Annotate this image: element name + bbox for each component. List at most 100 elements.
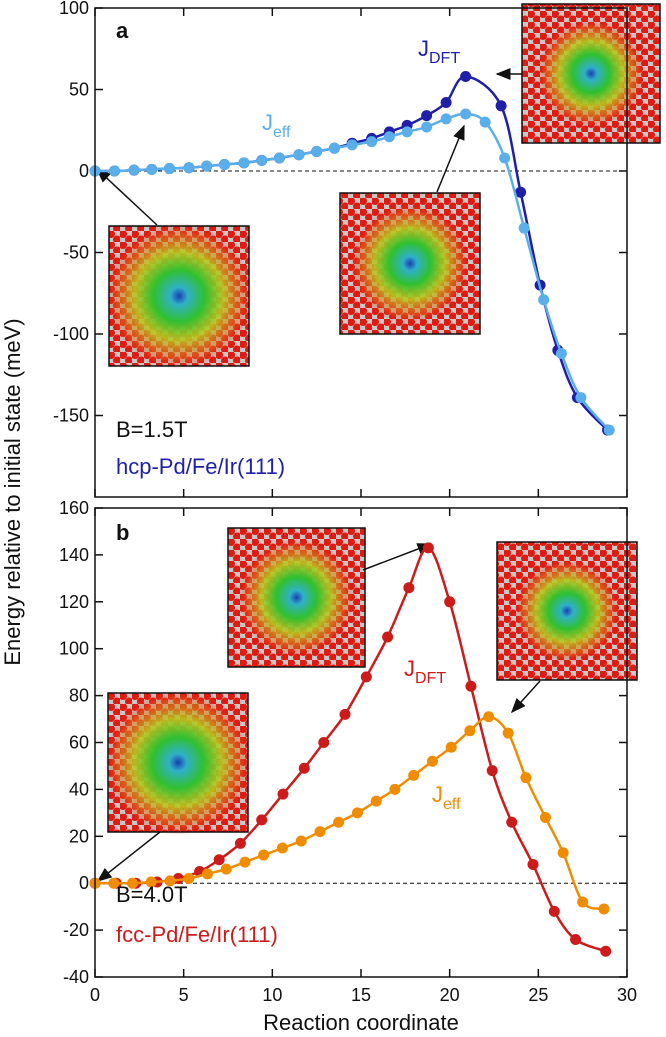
series-name: J	[432, 782, 443, 807]
data-point	[421, 121, 433, 133]
data-point	[555, 348, 567, 360]
data-point	[557, 847, 569, 859]
data-point	[570, 933, 582, 945]
data-point	[339, 708, 351, 720]
skyrmion-inset	[104, 689, 252, 836]
annotation: fcc-Pd/Fe/Ir(111)	[116, 922, 278, 947]
inset-skyrmion	[104, 689, 252, 836]
inset-skyrmion	[514, 559, 620, 663]
data-point	[401, 126, 413, 138]
series-line	[94, 112, 611, 432]
data-point	[421, 110, 433, 122]
data-point	[298, 762, 310, 774]
data-point	[548, 905, 560, 917]
data-point	[577, 896, 589, 908]
inset-skyrmion	[350, 203, 470, 324]
data-point	[465, 680, 477, 692]
data-point	[311, 145, 323, 157]
inset-border	[496, 541, 638, 681]
data-point	[440, 97, 452, 109]
y-axis-label: Energy relative to initial state (meV)	[0, 318, 25, 665]
data-point	[201, 868, 213, 880]
data-point	[351, 807, 363, 819]
y-tick-label: 0	[79, 873, 89, 893]
data-point	[218, 158, 230, 170]
y-tick-label: 40	[69, 779, 89, 799]
annotation: B=1.5T	[116, 417, 188, 442]
skyrmion-inset	[227, 527, 366, 668]
skyrmion-inset	[496, 541, 638, 681]
skyrmion-inset	[339, 192, 481, 335]
data-point	[403, 582, 415, 594]
data-point	[538, 294, 550, 306]
data-point	[518, 222, 530, 234]
series-subscript: eff	[443, 796, 461, 813]
data-point	[575, 392, 587, 404]
x-tick-label: 15	[351, 985, 371, 1005]
data-point	[328, 142, 340, 154]
data-point	[600, 945, 612, 957]
inset-border	[227, 527, 366, 668]
data-point	[499, 152, 511, 164]
data-point	[276, 842, 288, 854]
series-subscript: eff	[273, 124, 291, 141]
inset-skyrmion	[537, 19, 645, 128]
arrow	[96, 831, 161, 882]
data-point	[383, 131, 395, 143]
data-point	[464, 725, 476, 737]
arrow	[362, 543, 433, 571]
plot-frame	[94, 7, 628, 498]
data-point	[146, 163, 158, 175]
y-tick-label: -100	[53, 324, 89, 344]
data-point	[408, 769, 420, 781]
y-tick-label: 140	[59, 545, 89, 565]
arrow	[436, 124, 465, 193]
arrow	[510, 680, 541, 714]
skyrmion-inset	[105, 222, 253, 370]
annotation: B=4.0T	[116, 882, 188, 907]
data-point	[258, 849, 270, 861]
data-point	[422, 542, 434, 554]
data-point	[515, 186, 527, 198]
plots: -150-100-50050100JDFTJeffB=1.5Thcp-Pd/Fe…	[53, 0, 661, 1005]
data-point	[495, 100, 507, 112]
x-tick-label: 30	[617, 985, 637, 1005]
y-tick-label: 80	[69, 686, 89, 706]
y-tick-label: 120	[59, 592, 89, 612]
data-point	[603, 424, 615, 436]
data-point	[486, 765, 498, 777]
series-label: JDFT	[404, 656, 446, 687]
x-tick-label: 0	[90, 985, 100, 1005]
data-point	[108, 877, 120, 889]
series-label: Jeff	[262, 110, 291, 141]
data-point	[256, 814, 268, 826]
x-axis-label: Reaction coordinate	[263, 1010, 459, 1035]
series-subscript: DFT	[415, 670, 446, 687]
y-tick-label: 60	[69, 733, 89, 753]
data-point	[128, 164, 140, 176]
y-tick-label: -20	[63, 920, 89, 940]
data-point	[370, 795, 382, 807]
data-point	[479, 116, 491, 128]
data-point	[213, 854, 225, 866]
data-point	[126, 877, 138, 889]
inset-skyrmion	[105, 222, 253, 370]
inset-border	[107, 692, 249, 833]
y-tick-label: -50	[63, 243, 89, 263]
data-point	[440, 113, 452, 125]
inset-skyrmion	[238, 538, 355, 657]
y-tick-label: 100	[59, 0, 89, 18]
panel-label: a	[116, 18, 129, 43]
data-point	[145, 876, 157, 888]
series-name: J	[404, 656, 415, 681]
data-point	[273, 152, 285, 164]
y-tick-label: -40	[63, 967, 89, 987]
series-name: J	[418, 36, 429, 61]
data-point	[382, 631, 394, 643]
data-point	[520, 772, 532, 784]
x-tick-label: 5	[179, 985, 189, 1005]
data-point	[366, 136, 378, 148]
data-point	[220, 863, 232, 875]
data-point	[164, 875, 176, 887]
